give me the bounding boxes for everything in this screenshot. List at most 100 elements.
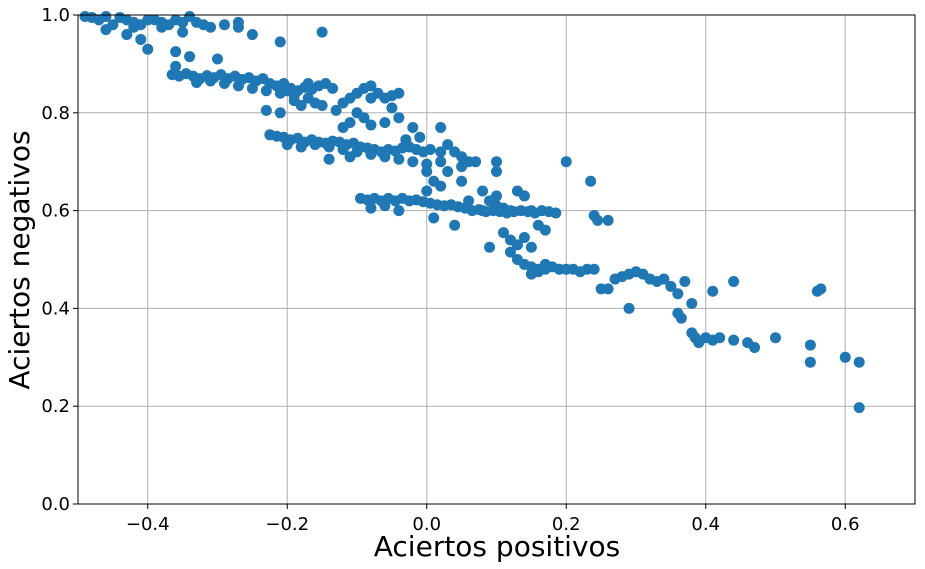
data-point: [232, 80, 244, 92]
data-point: [421, 165, 433, 177]
data-point: [128, 21, 140, 33]
data-point: [414, 131, 426, 143]
data-point: [456, 175, 468, 187]
data-point: [309, 139, 321, 151]
data-point: [804, 339, 816, 351]
plot-frame: [77, 14, 916, 505]
data-point: [428, 212, 440, 224]
data-point: [435, 180, 447, 192]
x-tick-label: −0.2: [265, 514, 309, 535]
data-point: [177, 26, 189, 38]
data-point: [484, 241, 496, 253]
data-point: [393, 205, 405, 217]
data-point: [470, 156, 482, 168]
data-point: [316, 26, 328, 38]
data-point: [588, 263, 600, 275]
data-point: [191, 76, 203, 88]
data-point: [421, 185, 433, 197]
data-point: [379, 200, 391, 212]
data-point: [246, 29, 258, 41]
data-point: [539, 224, 551, 236]
data-point: [379, 117, 391, 129]
data-point: [449, 219, 461, 231]
data-point: [491, 156, 502, 168]
data-point: [323, 153, 335, 165]
y-tick-label: 0.8: [41, 103, 70, 124]
data-point: [602, 283, 614, 295]
data-point: [714, 332, 726, 344]
x-tick-label: −0.4: [126, 514, 170, 535]
data-point: [491, 165, 502, 177]
data-point: [379, 151, 391, 163]
data-point: [658, 273, 670, 285]
data-point: [393, 87, 405, 99]
data-point: [497, 227, 509, 239]
y-tick-label: 0.0: [41, 494, 70, 515]
y-tick-label: 1.0: [41, 5, 70, 26]
data-point: [686, 298, 698, 310]
x-axis-ticks: −0.4 −0.2 0.0 0.2 0.4 0.6: [126, 504, 860, 535]
data-point: [853, 356, 865, 368]
data-point: [170, 60, 182, 72]
data-point: [518, 190, 530, 202]
data-point: [260, 104, 272, 116]
data-point: [728, 276, 740, 288]
data-point: [707, 285, 719, 297]
data-point: [749, 342, 761, 354]
data-point: [327, 82, 339, 94]
data-point: [365, 92, 377, 104]
data-point: [728, 334, 740, 346]
data-point: [804, 356, 816, 368]
data-point: [435, 156, 447, 168]
data-point: [295, 99, 307, 111]
data-point: [316, 99, 328, 111]
data-point: [623, 302, 635, 314]
data-point: [212, 53, 223, 65]
data-point: [602, 214, 614, 226]
data-point: [456, 161, 468, 173]
data-point: [260, 85, 272, 97]
data-point: [302, 77, 314, 89]
data-point: [205, 75, 217, 87]
data-point: [170, 46, 182, 58]
data-point: [100, 10, 112, 22]
data-point: [853, 402, 865, 414]
data-point: [323, 141, 335, 153]
y-tick-label: 0.6: [41, 201, 70, 222]
y-axis-ticks: 0.0 0.2 0.4 0.6 0.8 1.0: [41, 5, 78, 515]
data-point: [344, 117, 356, 129]
data-point: [358, 112, 370, 124]
data-point: [281, 139, 293, 151]
data-point: [184, 51, 196, 63]
data-point: [121, 29, 133, 41]
data-point: [365, 119, 377, 131]
data-point: [344, 151, 356, 163]
data-point: [672, 288, 684, 300]
data-point: [592, 214, 604, 226]
x-tick-label: 0.0: [412, 514, 441, 535]
x-tick-label: 0.4: [691, 514, 720, 535]
data-point: [511, 239, 523, 251]
data-point: [365, 80, 377, 92]
data-point: [365, 148, 377, 160]
data-point: [295, 141, 307, 153]
data-point: [424, 143, 436, 155]
data-point: [442, 139, 454, 151]
data-point: [142, 43, 154, 55]
data-point: [337, 143, 349, 155]
data-point: [442, 165, 454, 177]
data-points: [79, 10, 865, 414]
data-point: [393, 112, 405, 124]
data-point: [246, 82, 258, 94]
data-point: [560, 156, 572, 168]
x-axis-label: Aciertos positivos: [374, 530, 621, 563]
data-point: [156, 21, 168, 33]
data-point: [100, 24, 112, 36]
data-point: [135, 33, 147, 45]
data-point: [539, 263, 551, 275]
data-point: [504, 246, 516, 258]
data-point: [274, 107, 286, 119]
data-point: [770, 332, 781, 344]
data-point: [435, 146, 447, 158]
y-tick-label: 0.2: [41, 396, 70, 417]
